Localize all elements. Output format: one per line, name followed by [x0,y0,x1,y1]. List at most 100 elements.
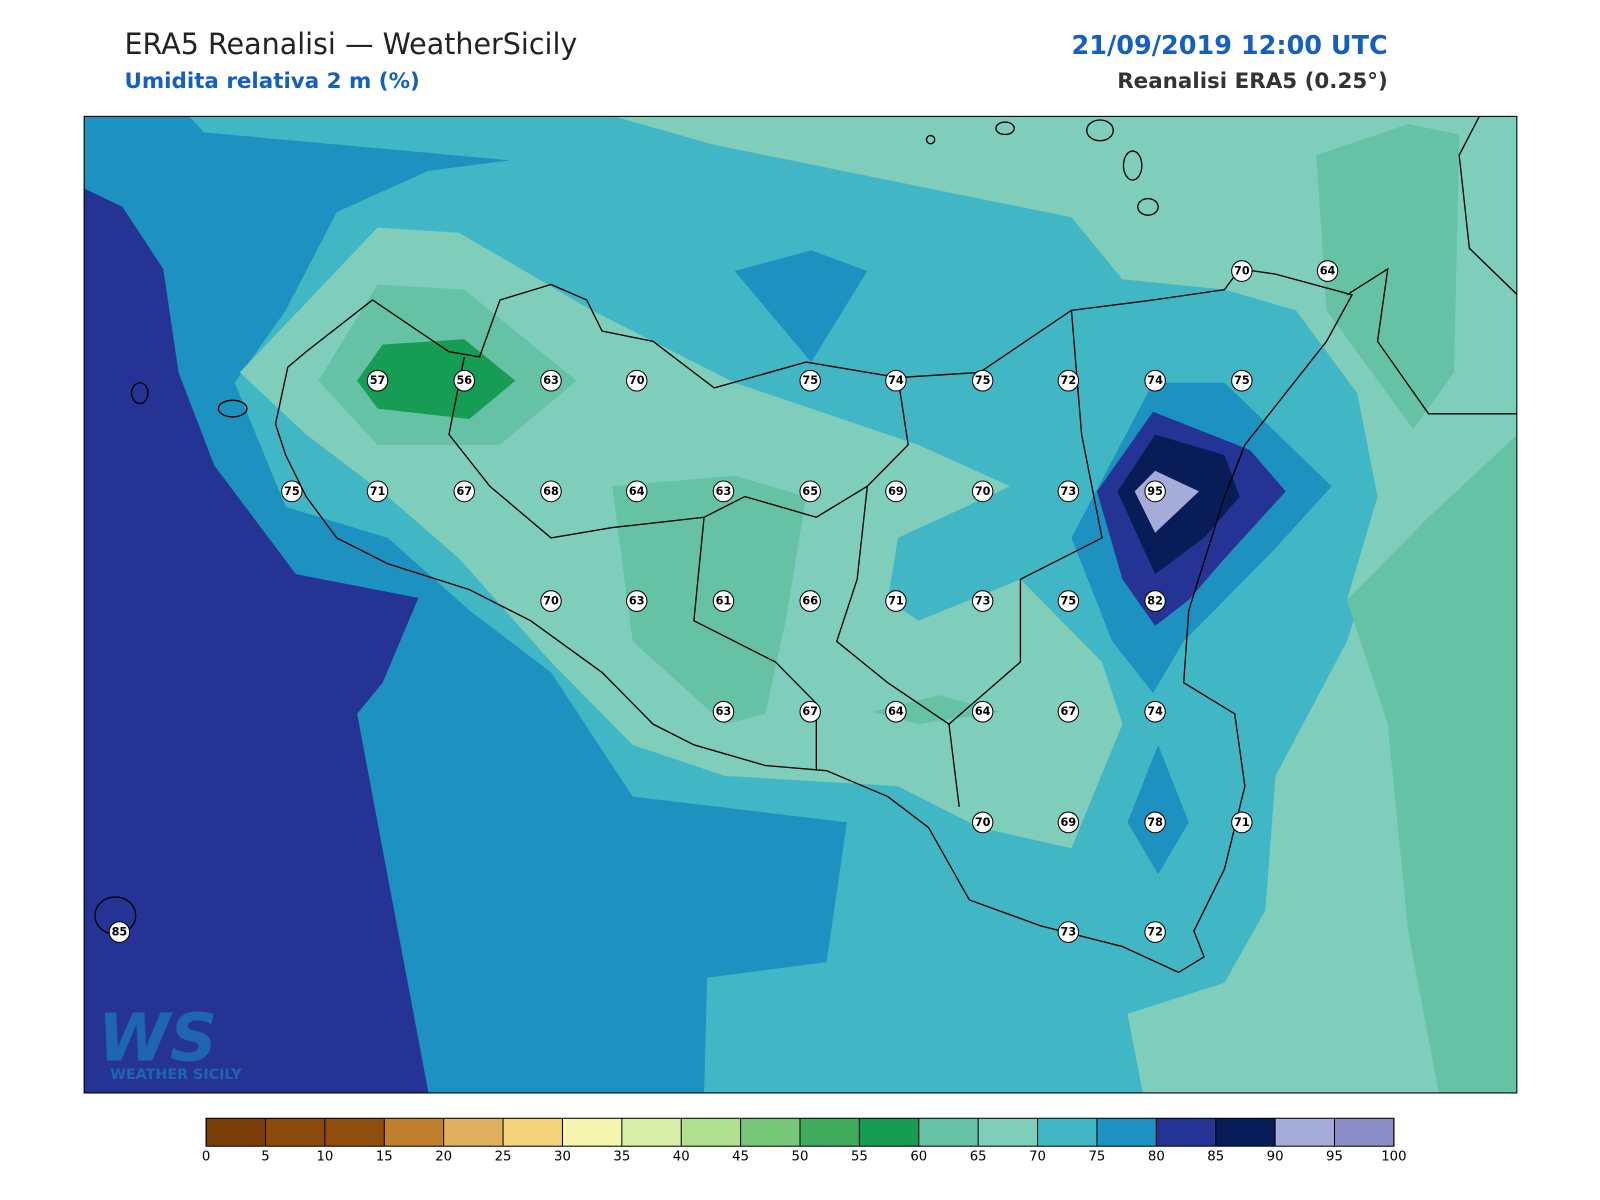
station-marker [453,369,475,392]
station-value: 61 [716,594,732,607]
stations: 70 64 57 56 63 70 75 74 75 72 74 75 75 71 67 68 64 63 65 69… [108,260,1339,943]
colorbar-tick-label: 80 [1148,1150,1165,1165]
station-marker [885,369,907,392]
island [925,134,936,145]
station-marker [1144,700,1166,723]
colorbar-tick-label: 90 [1267,1150,1284,1165]
station-value: 66 [802,594,818,607]
station-marker [1057,590,1080,612]
colorbar-tick-label: 100 [1381,1150,1406,1165]
station-value: 64 [629,485,645,498]
station-marker [1231,811,1253,834]
station-marker [1231,369,1253,392]
colorbar-tick-label: 85 [1207,1150,1224,1165]
station-marker [971,369,994,392]
colorbar-tick-label: 35 [613,1150,630,1165]
station-marker [1231,260,1253,282]
colorbar-swatch [1215,1118,1276,1147]
station-value: 78 [1147,816,1163,829]
station-marker [108,921,131,943]
station-value: 74 [888,374,904,387]
station-marker [540,369,562,392]
colorbar-swatch [1037,1118,1098,1147]
colorbar-swatch [859,1118,920,1147]
colorbar-tick-label: 45 [732,1150,749,1165]
colorbar-tick-label: 25 [495,1150,512,1165]
station-value: 95 [1147,485,1163,498]
colorbar-swatch [918,1118,979,1147]
colorbar-swatch [1156,1118,1217,1147]
colorbar-swatch [443,1118,504,1147]
colorbar-tick-label: 55 [851,1150,868,1165]
contour [1316,124,1460,430]
colorbar: 0 5 10 15 20 25 30 35 40 45 50 55 60 65 70 75 80 85 90 95 10… [202,1117,1407,1165]
station-value: 71 [888,594,904,607]
station-marker [626,480,648,503]
station-value: 75 [975,374,991,387]
station-value: 70 [975,816,991,829]
station-value: 67 [456,485,472,498]
colorbar-tick-label: 50 [792,1150,809,1165]
station-marker [885,590,907,612]
island [1137,197,1159,216]
station-value: 64 [888,705,904,718]
station-marker [540,480,562,503]
contour [1127,744,1189,875]
colorbar-swatch [324,1118,385,1147]
station-marker [1057,480,1080,503]
station-marker [1144,590,1166,612]
map: 70 64 57 56 63 70 75 74 75 72 74 75 75 71 67 68 64 63 65 69… [83,115,1518,1094]
colorbar-swatch [384,1118,445,1147]
station-marker [712,480,735,503]
station-marker [1144,811,1166,834]
station-marker [971,700,994,723]
colorbar-tick-label: 20 [435,1150,452,1165]
station-value: 70 [543,594,559,607]
station-value: 70 [975,485,991,498]
island [995,121,1015,136]
station-marker [971,811,994,834]
coastline [274,268,1354,974]
colorbar-swatch [978,1118,1039,1147]
colorbar-tick-label: 70 [1029,1150,1046,1165]
station-value: 69 [888,485,904,498]
station-marker [1144,921,1166,943]
station-value: 63 [716,705,732,718]
station-value: 67 [1061,705,1077,718]
station-marker [799,480,821,503]
station-value: 74 [1147,374,1163,387]
station-marker [281,480,303,503]
island [1122,150,1143,181]
station-value: 85 [112,926,128,939]
station-marker [799,590,821,612]
source: Reanalisi ERA5 (0.25°) [1117,69,1388,94]
station-value: 73 [1061,926,1077,939]
station-marker [626,369,648,392]
station-value: 82 [1147,594,1163,607]
colorbar-swatch [740,1118,801,1147]
colorbar-swatch [206,1118,267,1147]
colorbar-tick-label: 0 [202,1150,210,1165]
station-value: 56 [456,374,472,387]
colorbar-tick-label: 65 [970,1150,987,1165]
station-value: 75 [1234,374,1250,387]
colorbar-tick-label: 10 [316,1150,333,1165]
station-marker [366,369,389,392]
colorbar-tick-label: 15 [376,1150,393,1165]
colorbar-tick-label: 5 [261,1150,269,1165]
island [217,399,248,418]
station-value: 72 [1061,374,1077,387]
station-marker [712,700,735,723]
station-marker [799,700,821,723]
station-value: 68 [543,485,559,498]
coastline [1346,115,1518,415]
station-value: 63 [716,485,732,498]
date: 21/09/2019 12:00 UTC [1071,31,1387,61]
station-value: 71 [370,485,386,498]
station-marker [1057,811,1080,834]
province-border [448,310,1103,807]
island [1086,119,1114,142]
station-marker [799,369,821,392]
station-value: 75 [1061,594,1077,607]
colorbar-tick-label: 40 [673,1150,690,1165]
